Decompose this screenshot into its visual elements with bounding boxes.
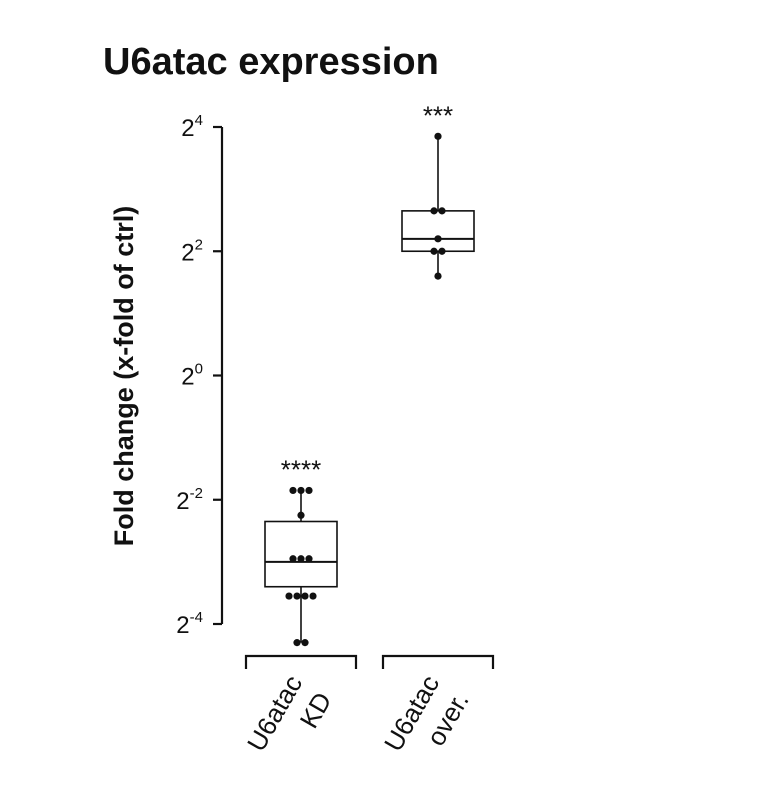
- y-tick-label: 20: [181, 361, 203, 391]
- data-point: [434, 235, 442, 243]
- data-point: [434, 272, 442, 280]
- box-groups: **** U6atacKD *** U6atacover.: [241, 100, 495, 773]
- significance-label: ***: [423, 100, 453, 130]
- data-point: [438, 247, 446, 255]
- iqr-box: [401, 210, 475, 253]
- data-point: [289, 486, 297, 495]
- data-point: [285, 592, 293, 600]
- category-bracket: [244, 654, 358, 669]
- data-point: [430, 247, 438, 255]
- category-label: U6atacKD: [241, 670, 338, 773]
- y-axis-label: Fold change (x-fold of ctrl): [109, 206, 139, 546]
- category-bracket: [381, 654, 495, 669]
- y-tick-label: 2-4: [176, 609, 203, 639]
- y-tick-label: 2-2: [176, 485, 203, 515]
- category-label: U6atacover.: [378, 670, 475, 773]
- box-group: *** U6atacover.: [378, 100, 495, 773]
- y-tick-label: 22: [181, 236, 203, 266]
- data-point: [438, 207, 446, 215]
- data-point: [293, 639, 301, 647]
- y-tick-label: 24: [181, 112, 203, 142]
- data-point: [297, 486, 305, 495]
- data-point: [305, 486, 313, 495]
- y-ticks: 24 22 20 2-2 2-4: [176, 112, 222, 639]
- data-point: [309, 592, 317, 600]
- data-point: [289, 555, 297, 563]
- data-point: [301, 639, 309, 647]
- data-point: [434, 132, 442, 140]
- data-point: [297, 555, 305, 563]
- chart-title: U6atac expression: [103, 41, 439, 83]
- iqr-box: [264, 520, 338, 588]
- data-point: [301, 592, 309, 600]
- data-point: [430, 207, 438, 215]
- data-point: [305, 555, 313, 563]
- significance-label: ****: [281, 454, 321, 484]
- data-point: [293, 592, 301, 600]
- data-point: [297, 511, 305, 519]
- box-group: **** U6atacKD: [241, 454, 358, 773]
